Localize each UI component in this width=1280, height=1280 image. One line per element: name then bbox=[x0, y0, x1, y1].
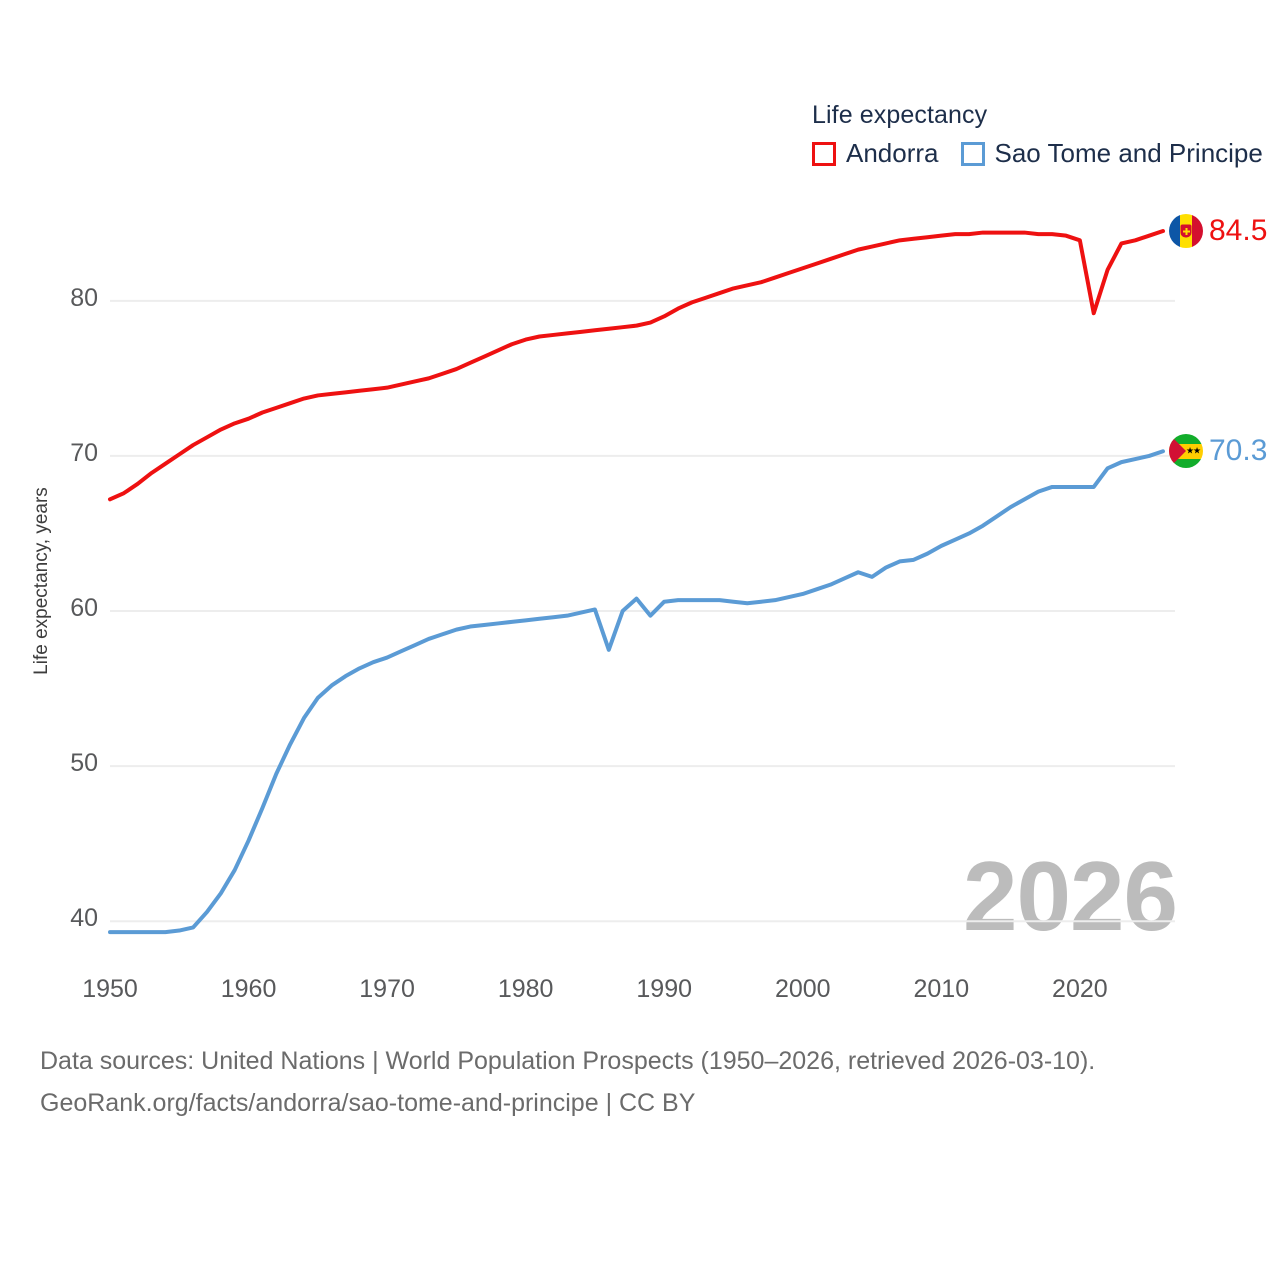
x-tick-label: 1960 bbox=[220, 975, 277, 1003]
legend-label-sao-tome-and-principe: Sao Tome and Principe bbox=[994, 138, 1263, 168]
legend-item-sao-tome-and-principe[interactable]: Sao Tome and Principe bbox=[960, 138, 1263, 169]
footer-line-1: Data sources: United Nations | World Pop… bbox=[40, 1047, 1096, 1075]
legend-items: Andorra Sao Tome and Principe bbox=[812, 138, 1272, 169]
x-tick-label: 1980 bbox=[497, 975, 554, 1003]
legend-swatch-andorra bbox=[812, 141, 836, 166]
y-axis-ticks: 40 50 60 70 80 bbox=[30, 0, 98, 1280]
gridlines bbox=[110, 299, 1175, 923]
x-tick-label: 2010 bbox=[913, 975, 970, 1003]
x-tick-label: 2000 bbox=[774, 975, 831, 1003]
series-line-andorra bbox=[108, 229, 1165, 502]
footer-sources: Data sources: United Nations | World Pop… bbox=[40, 1040, 1240, 1124]
chart-legend: Life expectancy Andorra Sao Tome and Pri… bbox=[812, 98, 1272, 169]
end-label-sao-tome-and-principe: ★ ★ 70.3 bbox=[1169, 434, 1268, 469]
y-tick-label: 50 bbox=[70, 749, 98, 778]
legend-item-andorra[interactable]: Andorra bbox=[812, 138, 939, 169]
legend-label-andorra: Andorra bbox=[846, 138, 939, 168]
series-lines bbox=[108, 229, 1165, 935]
sao-tome-and-principe-flag-icon: ★ ★ bbox=[1169, 434, 1203, 469]
end-label-andorra: 84.5 bbox=[1169, 214, 1268, 249]
legend-swatch-sao-tome-and-principe bbox=[960, 141, 985, 166]
y-tick-label: 70 bbox=[70, 438, 98, 467]
end-value-andorra: 84.5 bbox=[1209, 214, 1268, 248]
y-tick-label: 60 bbox=[70, 594, 98, 623]
x-tick-label: 1970 bbox=[359, 975, 415, 1003]
x-tick-label: 1990 bbox=[636, 975, 693, 1003]
y-axis-title: Life expectancy, years bbox=[31, 487, 52, 675]
footer-line-2: GeoRank.org/facts/andorra/sao-tome-and-p… bbox=[40, 1089, 696, 1117]
series-line-sao-tome-and-principe bbox=[108, 449, 1165, 935]
y-tick-label: 80 bbox=[70, 283, 98, 312]
y-tick-label: 40 bbox=[70, 904, 98, 933]
andorra-flag-icon bbox=[1169, 214, 1203, 249]
x-tick-label: 1950 bbox=[82, 975, 138, 1003]
legend-title: Life expectancy bbox=[812, 101, 988, 129]
year-watermark: 2026 bbox=[963, 841, 1178, 951]
x-tick-label: 2020 bbox=[1052, 975, 1108, 1003]
end-value-sao-tome-and-principe: 70.3 bbox=[1209, 434, 1268, 468]
